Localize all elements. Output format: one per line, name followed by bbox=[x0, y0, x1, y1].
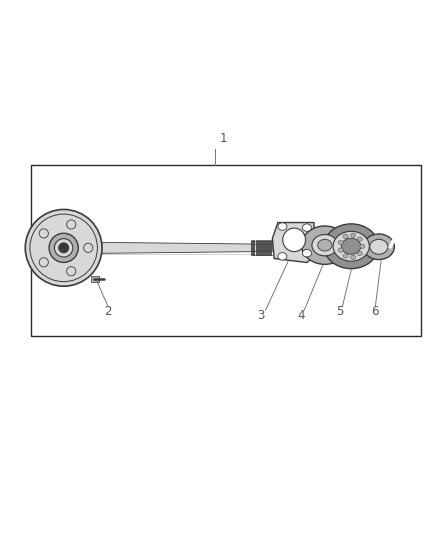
Ellipse shape bbox=[359, 244, 364, 248]
Ellipse shape bbox=[337, 240, 343, 245]
Ellipse shape bbox=[317, 239, 331, 251]
Bar bbox=[31, 165, 420, 336]
Text: 4: 4 bbox=[296, 309, 304, 322]
Ellipse shape bbox=[83, 243, 92, 253]
Ellipse shape bbox=[39, 257, 48, 267]
Text: 1: 1 bbox=[219, 132, 227, 145]
Ellipse shape bbox=[30, 214, 97, 281]
Ellipse shape bbox=[277, 253, 286, 260]
Ellipse shape bbox=[25, 209, 102, 286]
Ellipse shape bbox=[311, 235, 337, 256]
Ellipse shape bbox=[67, 220, 76, 229]
Text: 2: 2 bbox=[103, 305, 111, 318]
Ellipse shape bbox=[323, 224, 378, 269]
Ellipse shape bbox=[341, 238, 360, 254]
Ellipse shape bbox=[39, 229, 48, 238]
Polygon shape bbox=[272, 223, 313, 262]
Ellipse shape bbox=[302, 249, 311, 257]
Ellipse shape bbox=[282, 228, 305, 252]
Ellipse shape bbox=[369, 239, 387, 254]
Ellipse shape bbox=[332, 231, 368, 261]
Bar bbox=[91, 276, 99, 282]
Ellipse shape bbox=[357, 237, 361, 241]
Text: 3: 3 bbox=[257, 309, 264, 322]
Polygon shape bbox=[96, 241, 99, 254]
Ellipse shape bbox=[350, 233, 355, 237]
Ellipse shape bbox=[302, 224, 311, 231]
Ellipse shape bbox=[277, 223, 286, 230]
Ellipse shape bbox=[301, 226, 347, 264]
Ellipse shape bbox=[54, 239, 73, 257]
Ellipse shape bbox=[67, 266, 76, 276]
Ellipse shape bbox=[350, 255, 355, 260]
Ellipse shape bbox=[337, 248, 343, 252]
Ellipse shape bbox=[357, 251, 361, 255]
Ellipse shape bbox=[49, 233, 78, 262]
Ellipse shape bbox=[342, 254, 347, 258]
Text: 5: 5 bbox=[336, 305, 343, 318]
Text: 6: 6 bbox=[371, 305, 378, 318]
Ellipse shape bbox=[342, 235, 347, 239]
Ellipse shape bbox=[59, 243, 68, 253]
Ellipse shape bbox=[363, 234, 393, 260]
Polygon shape bbox=[94, 243, 272, 253]
